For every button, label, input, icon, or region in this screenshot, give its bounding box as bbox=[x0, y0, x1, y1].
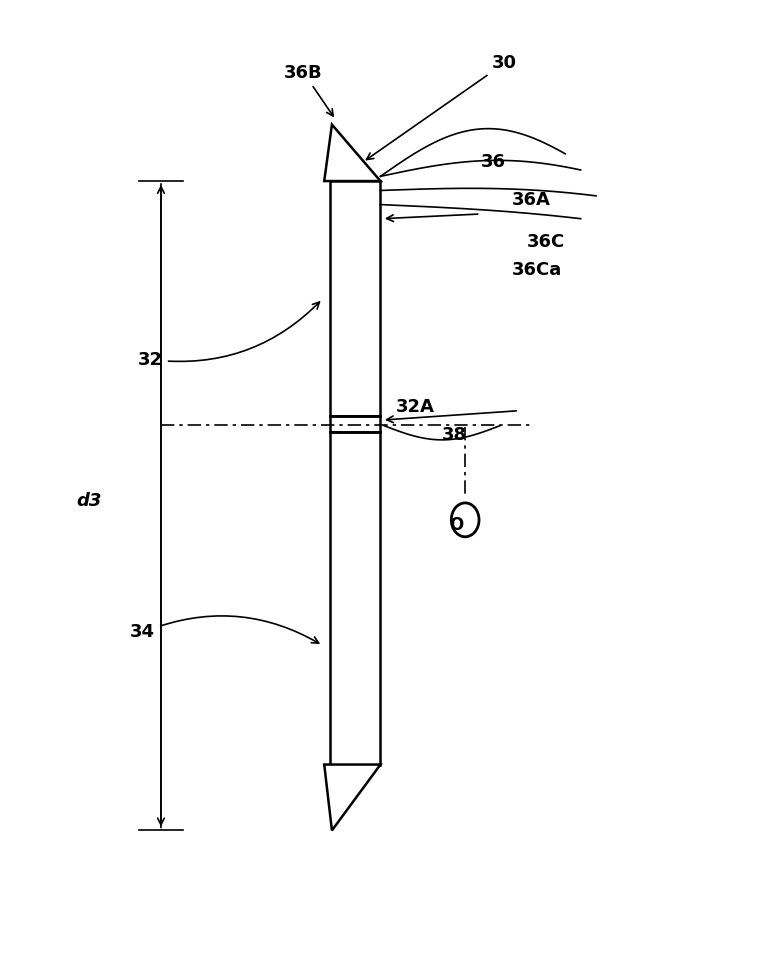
Text: 30: 30 bbox=[367, 54, 517, 159]
Text: 32: 32 bbox=[138, 302, 319, 369]
Text: 36Ca: 36Ca bbox=[511, 261, 561, 279]
Text: 32A: 32A bbox=[396, 397, 434, 415]
Text: 36C: 36C bbox=[527, 233, 565, 251]
Text: 36B: 36B bbox=[284, 64, 333, 117]
Polygon shape bbox=[330, 416, 380, 433]
Polygon shape bbox=[330, 181, 380, 416]
Text: O: O bbox=[448, 516, 463, 534]
Polygon shape bbox=[330, 433, 380, 765]
Text: 36A: 36A bbox=[511, 191, 550, 208]
Text: d3: d3 bbox=[76, 492, 102, 510]
Text: 34: 34 bbox=[130, 616, 318, 643]
Text: 36: 36 bbox=[481, 153, 506, 171]
Polygon shape bbox=[325, 124, 380, 181]
Polygon shape bbox=[325, 765, 380, 831]
Text: 38: 38 bbox=[442, 426, 467, 444]
